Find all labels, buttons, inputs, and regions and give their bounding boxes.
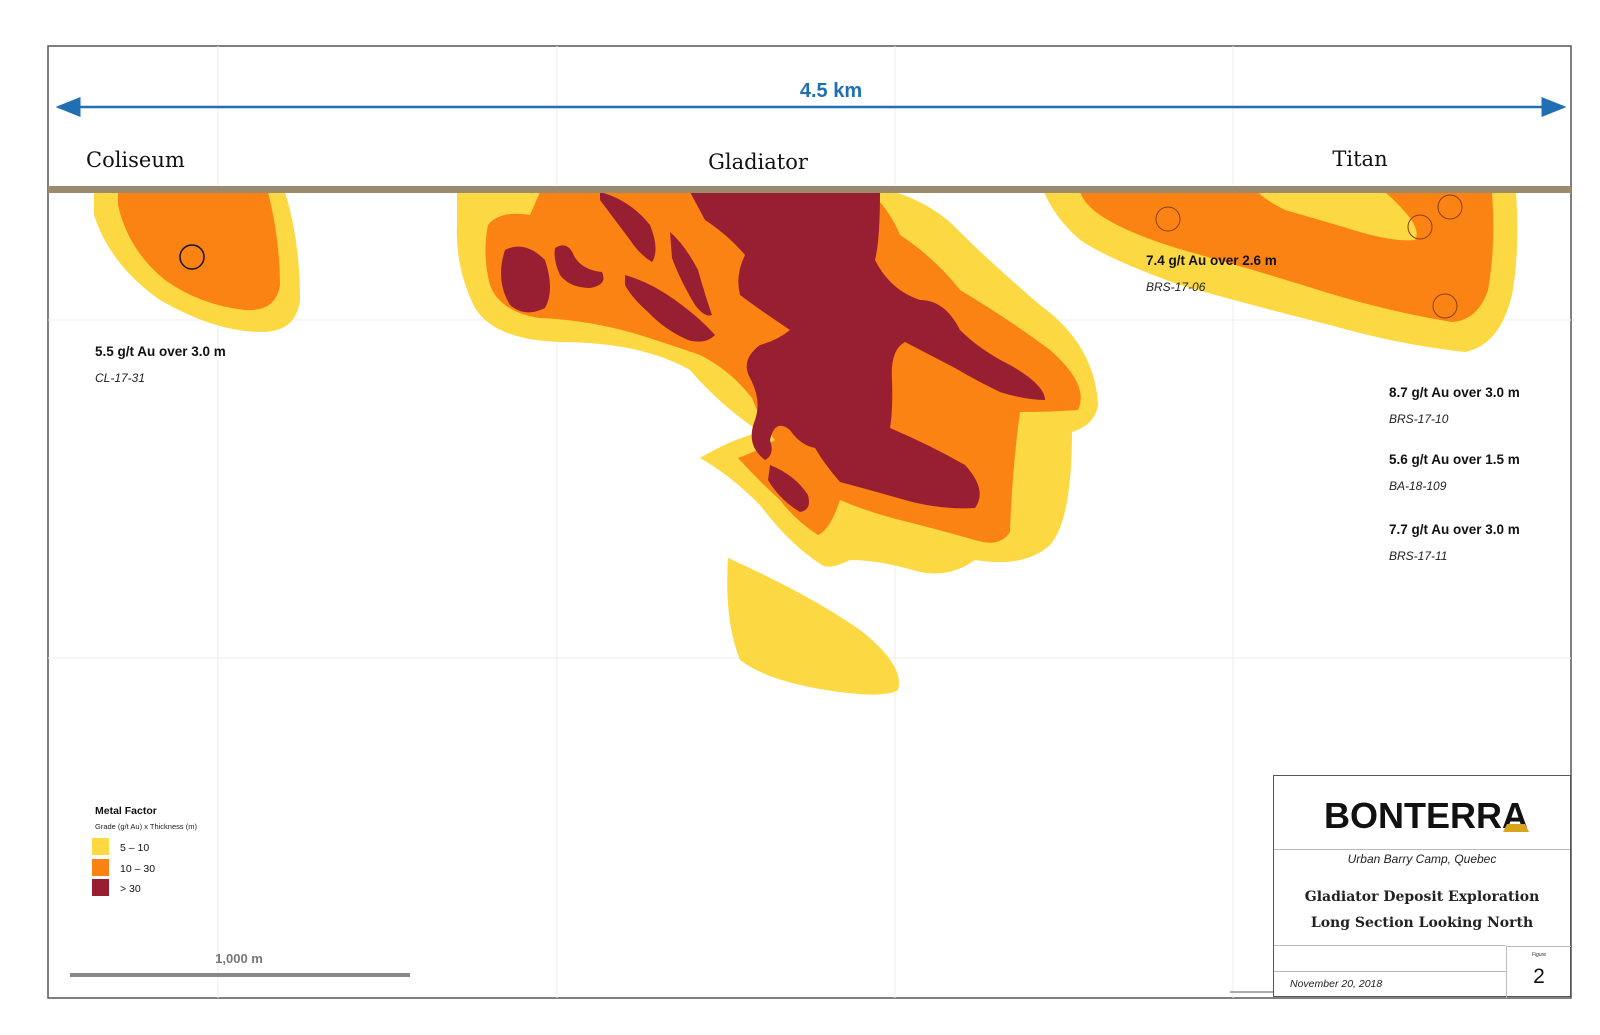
- drillhole-marker: [1407, 214, 1433, 240]
- titan-zone: [1044, 192, 1518, 352]
- annotation-brs-17-06: 7.4 g/t Au over 2.6 m BRS-17-06: [1146, 253, 1277, 294]
- date-row: November 20, 2018: [1274, 971, 1506, 998]
- drillhole-marker: [1432, 293, 1458, 319]
- svg-text:BRS-17-06: BRS-17-06: [1146, 280, 1206, 294]
- gladiator-zone: [456, 192, 1098, 695]
- legend-title: Metal Factor: [95, 805, 157, 817]
- legend-label-high: > 30: [120, 883, 141, 895]
- coliseum-zone: [94, 192, 300, 332]
- scale-bar-label: 1,000 m: [215, 951, 263, 966]
- figure-label: Figure: [1531, 952, 1547, 958]
- svg-text:5.6 g/t Au over 1.5 m: 5.6 g/t Au over 1.5 m: [1389, 452, 1520, 467]
- title-block: BONTERRA Urban Barry Camp, Quebec Gladia…: [1273, 775, 1571, 998]
- legend-swatch-mid: [92, 859, 109, 876]
- figure-date: November 20, 2018: [1290, 978, 1383, 990]
- svg-text:7.7 g/t Au over 3.0 m: 7.7 g/t Au over 3.0 m: [1389, 522, 1520, 537]
- legend-subtitle: Grade (g/t Au) x Thickness (m): [95, 822, 197, 831]
- legend-label-mid: 10 – 30: [120, 863, 155, 875]
- svg-text:8.7 g/t Au over 3.0 m: 8.7 g/t Au over 3.0 m: [1389, 385, 1520, 400]
- deposit-name-coliseum: Coliseum: [86, 148, 185, 172]
- legend-swatch-low: [92, 838, 109, 855]
- drillhole-marker: [179, 244, 205, 270]
- figure-number-box: Figure 2: [1506, 946, 1571, 998]
- legend-swatch-high: [92, 879, 109, 896]
- logo-triangle-icon: [1503, 824, 1529, 832]
- annotation-ba-18-109: 5.6 g/t Au over 1.5 m BA-18-109: [1389, 452, 1520, 493]
- deposit-name-titan: Titan: [1332, 147, 1387, 171]
- annotation-brs-17-10: 8.7 g/t Au over 3.0 m BRS-17-10: [1389, 385, 1520, 426]
- extent-label: 4.5 km: [800, 80, 862, 102]
- svg-text:5.5 g/t Au over 3.0 m: 5.5 g/t Au over 3.0 m: [95, 344, 226, 359]
- legend-label-low: 5 – 10: [120, 842, 149, 854]
- svg-text:BRS-17-11: BRS-17-11: [1389, 549, 1447, 563]
- drillhole-marker: [1155, 206, 1181, 232]
- scale-bar: 1,000 m: [70, 951, 410, 977]
- figure-number: 2: [1533, 965, 1545, 988]
- logo-area: BONTERRA: [1274, 776, 1570, 850]
- legend: Metal Factor Grade (g/t Au) x Thickness …: [92, 805, 197, 896]
- company-logo: BONTERRA: [1324, 795, 1528, 836]
- surface-line: [48, 186, 1571, 193]
- figure-title: Gladiator Deposit Exploration Long Secti…: [1304, 889, 1540, 931]
- svg-text:7.4 g/t Au over 2.6 m: 7.4 g/t Au over 2.6 m: [1146, 253, 1277, 268]
- svg-text:BRS-17-10: BRS-17-10: [1389, 412, 1449, 426]
- location-text: Urban Barry Camp, Quebec: [1347, 852, 1497, 866]
- deposit-name-gladiator: Gladiator: [708, 150, 809, 174]
- svg-text:CL-17-31: CL-17-31: [95, 371, 145, 385]
- drillhole-marker: [1437, 194, 1463, 220]
- annotation-brs-17-11: 7.7 g/t Au over 3.0 m BRS-17-11: [1389, 522, 1520, 563]
- annotation-cl-17-31: 5.5 g/t Au over 3.0 m CL-17-31: [95, 344, 226, 385]
- svg-text:BA-18-109: BA-18-109: [1389, 479, 1447, 493]
